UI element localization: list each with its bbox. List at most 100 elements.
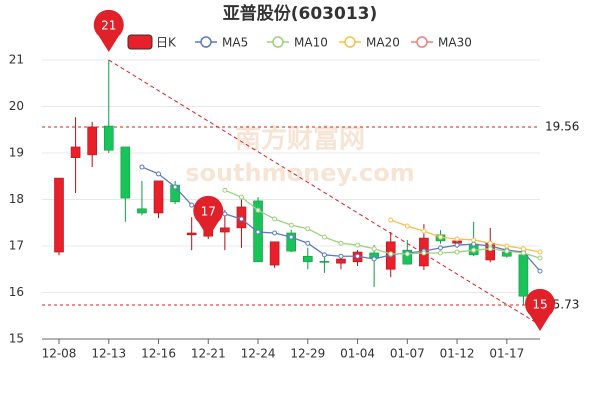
ma-point — [355, 253, 361, 259]
legend-label: 日K — [156, 36, 177, 50]
candle-body — [336, 258, 346, 264]
y-tick-label: 16 — [9, 285, 24, 299]
ma-point — [272, 216, 278, 222]
ma-point — [437, 250, 443, 256]
candle-body — [103, 125, 114, 151]
candle-body — [54, 177, 64, 253]
candle-body — [286, 232, 297, 252]
x-tick-label: 01-07 — [390, 347, 425, 361]
legend-marker — [272, 36, 284, 48]
ma-point — [388, 251, 394, 257]
candle-body — [87, 126, 97, 156]
ma-point — [454, 242, 460, 248]
ma-point — [371, 256, 377, 262]
legend-label: MA30 — [438, 36, 472, 50]
x-tick-label: 12-16 — [141, 347, 176, 361]
ma-point — [288, 234, 294, 240]
ma-point — [404, 251, 410, 257]
ma-point — [454, 249, 460, 255]
ma-point — [222, 211, 228, 217]
reference-label: 19.56 — [545, 119, 579, 133]
ma-point — [255, 207, 261, 213]
x-tick-label: 12-24 — [241, 347, 276, 361]
ma-point — [404, 223, 410, 229]
x-tick-label: 01-17 — [489, 347, 524, 361]
marker-label: 15 — [532, 298, 547, 312]
ma-point — [421, 250, 427, 256]
ma-point — [471, 247, 477, 253]
candle-body — [402, 249, 413, 265]
ma-point — [305, 226, 311, 232]
candle-body — [137, 208, 147, 214]
candle-body — [518, 254, 529, 297]
ma-point — [504, 248, 510, 254]
candle-body — [319, 261, 330, 263]
ma-point — [305, 240, 311, 246]
y-tick-label: 19 — [9, 146, 24, 160]
ma-point — [421, 228, 427, 234]
y-tick-label: 17 — [9, 239, 24, 253]
ma-point — [156, 171, 162, 177]
ma-point — [537, 268, 543, 274]
marker-label: 17 — [201, 205, 216, 219]
marker-label: 21 — [101, 19, 116, 33]
candle-body — [153, 180, 164, 214]
marker-balloon — [193, 195, 224, 238]
ma-point — [238, 216, 244, 222]
marker-balloon — [93, 9, 124, 52]
ma-point — [388, 217, 394, 223]
y-tick-label: 20 — [9, 99, 24, 113]
ma-point — [537, 255, 543, 261]
ma-point — [504, 243, 510, 249]
ma-point — [437, 234, 443, 240]
candle-body — [70, 146, 81, 158]
x-tick-label: 12-13 — [91, 347, 126, 361]
watermark: southmoney.com — [185, 159, 415, 187]
ma-point — [189, 202, 195, 208]
ma-point — [172, 184, 178, 190]
ma-point — [487, 246, 493, 252]
chart-title: 亚普股份(603013) — [223, 3, 378, 24]
ma-point — [487, 240, 493, 246]
ma-point — [222, 187, 228, 193]
legend-label: MA10 — [294, 36, 328, 50]
ma-point — [471, 237, 477, 243]
legend-marker — [344, 36, 356, 48]
candle-body — [269, 241, 280, 266]
legend-marker — [416, 36, 428, 48]
ma-point — [371, 246, 377, 252]
y-tick-label: 21 — [9, 53, 24, 67]
x-tick-label: 01-04 — [340, 347, 375, 361]
legend-swatch — [127, 34, 153, 50]
ma-point — [255, 229, 261, 235]
ma-point — [272, 230, 278, 236]
y-tick-label: 18 — [9, 192, 24, 206]
watermark: 南方财富网 — [235, 124, 365, 155]
legend-label: MA20 — [366, 36, 400, 50]
ma-point — [454, 236, 460, 242]
x-tick-label: 01-12 — [440, 347, 475, 361]
ma-point — [355, 242, 361, 248]
x-tick-label: 12-21 — [191, 347, 226, 361]
y-tick-label: 15 — [9, 332, 24, 346]
ma-point — [238, 194, 244, 200]
ma-point — [321, 234, 327, 240]
ma-line — [224, 189, 541, 259]
candle-body — [302, 255, 313, 263]
candle-body — [120, 146, 131, 199]
candle-body — [186, 232, 197, 236]
ma-point — [437, 245, 443, 251]
x-tick-label: 12-08 — [42, 347, 77, 361]
x-tick-label: 12-29 — [290, 347, 325, 361]
ma-point — [139, 164, 145, 170]
trend-line — [108, 59, 541, 326]
ma-point — [520, 246, 526, 252]
candle-body — [220, 227, 230, 233]
ma-point — [338, 253, 344, 259]
ma-point — [471, 241, 477, 247]
ma-point — [537, 249, 543, 255]
ma-point — [288, 222, 294, 228]
marker-balloon — [525, 288, 555, 331]
ma-line — [390, 219, 541, 253]
